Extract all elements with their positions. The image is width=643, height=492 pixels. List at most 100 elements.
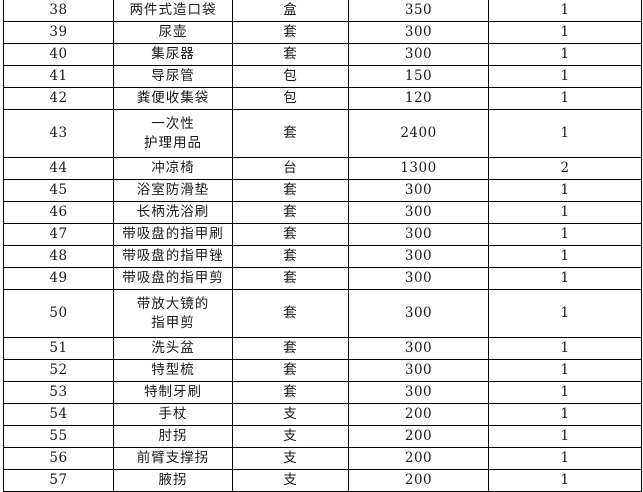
cell-text: 1 xyxy=(560,305,570,322)
cell-item-name: 洗头盆 xyxy=(113,337,233,360)
cell-quantity: 1 xyxy=(488,87,642,110)
inventory-table-container: 38 两件式造口袋盒 350 1 39 尿壶套 300 1 40 集尿器套 300 1 41 导尿管包 15… xyxy=(3,0,642,492)
table-row: 42 粪便收集袋 包 120 1 xyxy=(3,87,642,110)
cell-text: 支 xyxy=(283,406,298,423)
cell-text: 1300 xyxy=(400,160,437,177)
cell-item-name: 肘拐 xyxy=(113,425,233,448)
cell-text: 1 xyxy=(560,406,570,423)
cell-unit-price: 300 xyxy=(348,223,489,246)
cell-quantity: 1 xyxy=(488,403,642,426)
cell-text: 套 xyxy=(283,270,298,287)
cell-text: 55 xyxy=(49,428,68,445)
table-row: 46 长柄洗浴刷 套 300 1 xyxy=(3,201,642,224)
cell-unit-price: 300 xyxy=(348,289,489,338)
cell-unit-price: 300 xyxy=(348,179,489,202)
cell-text: 1 xyxy=(560,450,570,467)
cell-unit: 套 xyxy=(232,201,349,224)
cell-text: 38 xyxy=(49,2,68,19)
cell-serial-number: 56 xyxy=(3,447,114,470)
cell-item-name: 特型梳 xyxy=(113,359,233,382)
cell-item-name: 一次性 护理用品 xyxy=(113,109,233,158)
cell-serial-number: 52 xyxy=(3,359,114,382)
cell-serial-number: 57 xyxy=(3,469,114,492)
cell-text: 套 xyxy=(283,204,298,221)
table-row: 57 腋拐 支 200 1 xyxy=(3,469,642,492)
cell-quantity: 1 xyxy=(488,381,642,404)
cell-item-name: 特制牙刷 xyxy=(113,381,233,404)
cell-text: 300 xyxy=(404,340,433,357)
cell-item-name: 粪便收集袋 xyxy=(113,87,233,110)
cell-text: 53 xyxy=(49,384,68,401)
cell-serial-number: 53 xyxy=(3,381,114,404)
cell-unit: 套 xyxy=(232,267,349,290)
cell-serial-number: 49 xyxy=(3,267,114,290)
cell-text: 套 xyxy=(283,46,298,63)
cell-text: 浴室防滑垫 xyxy=(136,182,210,199)
table-row: 43 一次性 护理用品 套 2400 1 xyxy=(3,109,642,158)
cell-text: 45 xyxy=(49,182,68,199)
cell-serial-number: 54 xyxy=(3,403,114,426)
cell-unit: 套 xyxy=(232,21,349,44)
cell-quantity: 1 xyxy=(488,21,642,44)
cell-unit: 套 xyxy=(232,43,349,66)
cell-serial-number: 41 xyxy=(3,65,114,88)
cell-text: 56 xyxy=(49,450,68,467)
cell-text: 300 xyxy=(404,270,433,287)
cell-unit-price: 120 xyxy=(348,87,489,110)
cell-text: 41 xyxy=(49,68,68,85)
cell-unit: 包 xyxy=(232,65,349,88)
cell-text: 42 xyxy=(49,90,68,107)
cell-unit: 包 xyxy=(232,87,349,110)
cell-text: 特型梳 xyxy=(151,362,195,379)
cell-text: 300 xyxy=(404,24,433,41)
cell-serial-number: 44 xyxy=(3,157,114,180)
cell-serial-number: 55 xyxy=(3,425,114,448)
cell-serial-number: 51 xyxy=(3,337,114,360)
cell-quantity: 1 xyxy=(488,223,642,246)
cell-text: 1 xyxy=(560,362,570,379)
cell-text: 47 xyxy=(49,226,68,243)
cell-text: 盒 xyxy=(283,2,298,19)
cell-text: 300 xyxy=(404,46,433,63)
cell-unit-price: 200 xyxy=(348,403,489,426)
cell-text: 1 xyxy=(560,340,570,357)
cell-text: 套 xyxy=(283,125,298,142)
cell-unit: 支 xyxy=(232,425,349,448)
cell-text: 1 xyxy=(560,46,570,63)
cell-unit: 套 xyxy=(232,179,349,202)
cell-quantity: 1 xyxy=(488,179,642,202)
cell-text: 44 xyxy=(49,160,68,177)
cell-quantity: 2 xyxy=(488,157,642,180)
cell-quantity: 1 xyxy=(488,289,642,338)
cell-unit-price: 200 xyxy=(348,425,489,448)
cell-text: 冲凉椅 xyxy=(151,160,195,177)
cell-text: 1 xyxy=(560,24,570,41)
cell-text: 300 xyxy=(404,182,433,199)
cell-text: 200 xyxy=(404,472,433,489)
cell-text: 套 xyxy=(283,248,298,265)
cell-quantity: 1 xyxy=(488,245,642,268)
cell-text: 包 xyxy=(283,68,298,85)
cell-serial-number: 42 xyxy=(3,87,114,110)
cell-serial-number: 40 xyxy=(3,43,114,66)
cell-serial-number: 39 xyxy=(3,21,114,44)
cell-quantity: 1 xyxy=(488,0,642,22)
cell-text: 200 xyxy=(404,406,433,423)
cell-text: 1 xyxy=(560,68,570,85)
cell-text: 肘拐 xyxy=(158,428,188,445)
cell-item-name: 两件式造口袋 xyxy=(113,0,233,22)
cell-item-name: 带放大镜的 指甲剪 xyxy=(113,289,233,338)
cell-quantity: 1 xyxy=(488,425,642,448)
table-row: 39 尿壶 套 300 1 xyxy=(3,21,642,44)
cell-text: 300 xyxy=(404,305,433,322)
cell-text: 120 xyxy=(404,90,433,107)
inventory-table-body: 38 两件式造口袋盒 350 1 39 尿壶套 300 1 40 集尿器套 300 1 41 导尿管包 15… xyxy=(3,0,642,492)
cell-serial-number: 43 xyxy=(3,109,114,158)
cell-unit: 套 xyxy=(232,381,349,404)
cell-text: 1 xyxy=(560,428,570,445)
cell-serial-number: 38 xyxy=(3,0,114,22)
cell-unit: 盒 xyxy=(232,0,349,22)
cell-unit-price: 1300 xyxy=(348,157,489,180)
cell-text: 1 xyxy=(560,2,570,19)
cell-text: 洗头盆 xyxy=(151,340,195,357)
